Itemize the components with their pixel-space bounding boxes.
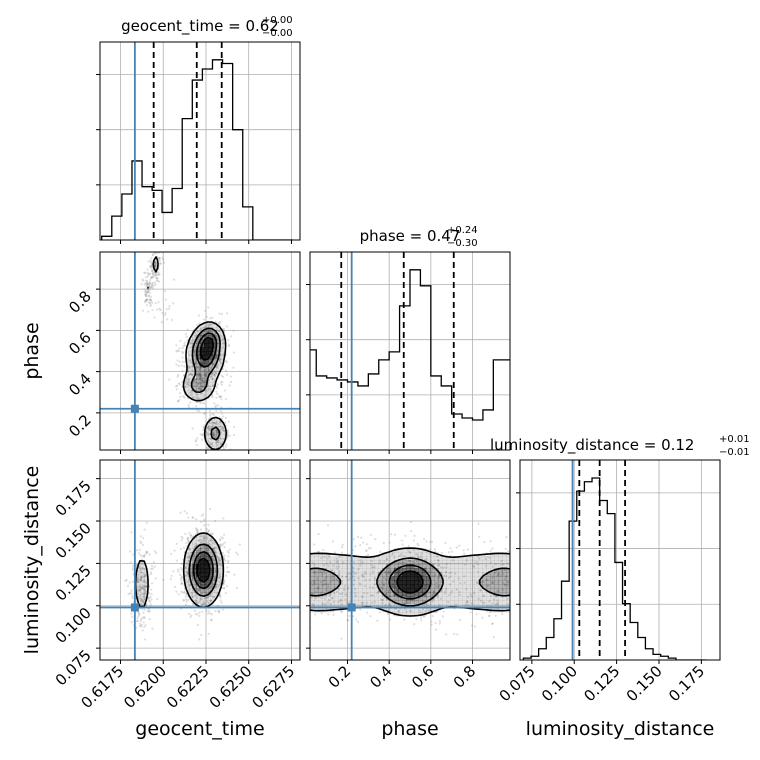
panel-frame <box>519 459 721 661</box>
title-geocent-time-minus: −0.00 <box>262 28 293 39</box>
panel-frame <box>99 459 301 661</box>
title-equals: = <box>405 227 427 245</box>
title-median: 0.12 <box>661 436 694 454</box>
histogram-step-line <box>522 477 707 660</box>
title-phase: phase = 0.47 <box>360 227 461 245</box>
x-tick-label: 0.6 <box>408 662 438 692</box>
contour-line <box>196 332 218 368</box>
title-equals: = <box>639 436 661 454</box>
x-tick-label: 0.6225 <box>163 662 213 712</box>
y-tick-label: 0.175 <box>52 477 95 520</box>
title-luminosity-distance-minus: −0.01 <box>719 447 750 458</box>
ylabel-luminosity-distance: luminosity_distance <box>21 466 43 655</box>
contour-line <box>192 551 214 590</box>
x-tick-label: 0.6275 <box>248 662 298 712</box>
y-tick-label: 0.125 <box>52 561 95 604</box>
truth-marker <box>347 603 356 612</box>
truth-marker <box>130 603 139 612</box>
histogram-step-line <box>310 269 510 421</box>
title-luminosity-distance-plus: +0.01 <box>719 434 750 445</box>
xlabel-geocent-time: geocent_time <box>135 718 264 740</box>
ylabel-phase: phase <box>21 322 43 379</box>
title-equals: = <box>223 17 245 35</box>
y-tick-label: 0.2 <box>65 411 95 441</box>
y-tick-label: 0.150 <box>52 519 95 562</box>
panel-frame <box>99 251 301 451</box>
density-panel-geocent-time-vs-phase: 0.2 0.4 0.6 0.8 <box>65 251 301 454</box>
panel-frame <box>99 41 301 241</box>
x-tick-label: 0.175 <box>665 662 708 705</box>
x-tick-label: 0.2 <box>325 662 355 692</box>
x-tick-label: 0.125 <box>580 662 623 705</box>
histogram-step-line <box>101 59 294 240</box>
contour-line <box>310 557 510 607</box>
title-name: geocent_time <box>121 17 223 36</box>
title-median: 0.47 <box>427 227 460 245</box>
x-tick-label: 0.100 <box>538 662 581 705</box>
x-tick-label: 0.6250 <box>206 662 256 712</box>
y-tick-label: 0.100 <box>52 604 95 647</box>
title-luminosity-distance: luminosity_distance = 0.12 <box>490 436 694 455</box>
xlabel-phase: phase <box>381 718 438 740</box>
x-tick-label: 0.6175 <box>77 662 127 712</box>
title-phase-plus: +0.24 <box>447 225 478 236</box>
hist-panel-luminosity-distance: 0.075 0.100 0.125 0.150 0.175 <box>496 459 721 705</box>
contour-line <box>147 256 227 450</box>
contour-line <box>188 543 219 597</box>
contour-line <box>199 336 214 361</box>
y-tick-label: 0.6 <box>65 328 95 358</box>
title-geocent-time-plus: +0.00 <box>262 15 293 26</box>
x-tick-label: 0.6200 <box>120 662 170 712</box>
contour-line <box>396 570 424 594</box>
y-tick-label: 0.4 <box>65 370 95 400</box>
x-tick-label: 0.8 <box>450 662 480 692</box>
x-tick-label: 0.075 <box>496 662 539 705</box>
panel-frame <box>309 459 511 661</box>
contour-line <box>196 557 211 583</box>
title-median: 0.62 <box>245 17 278 35</box>
xlabel-luminosity-distance: luminosity_distance <box>526 718 715 740</box>
panel-frame <box>309 251 511 451</box>
title-phase-minus: −0.30 <box>447 238 478 249</box>
density-panel-phase-vs-luminosity-distance: 0.2 0.4 0.6 0.8 <box>306 459 511 692</box>
title-geocent-time: geocent_time = 0.62 <box>121 17 279 36</box>
contour-line <box>388 564 432 600</box>
contour-line <box>190 327 221 441</box>
hist-panel-geocent-time <box>96 41 301 244</box>
x-tick-label: 0.4 <box>366 662 396 692</box>
y-tick-label: 0.075 <box>52 646 95 689</box>
y-tick-label: 0.8 <box>65 287 95 317</box>
title-name: luminosity_distance <box>490 436 639 455</box>
title-name: phase <box>360 227 405 245</box>
hist-panel-phase <box>306 251 511 454</box>
x-tick-label: 0.150 <box>623 662 666 705</box>
truth-marker <box>130 404 139 413</box>
